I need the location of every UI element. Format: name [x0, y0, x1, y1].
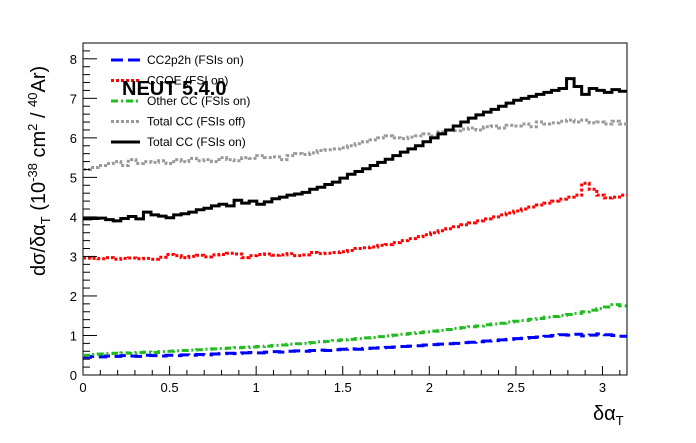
series-line-3: [83, 303, 627, 357]
x-tick-label: 3: [599, 380, 606, 395]
legend-label-5: Total CC (FSIs on): [147, 135, 246, 149]
y-axis-title-sup: 40: [25, 92, 40, 106]
series-line-1: [83, 332, 627, 359]
y-tick-label: 2: [70, 289, 77, 304]
y-axis-title-sup: -38: [25, 163, 40, 182]
legend: CC2p2h (FSIs on) CCQE (FSI on) Other CC (F…: [111, 53, 250, 149]
y-axis-title-part: /: [28, 107, 50, 124]
y-tick-label: 0: [70, 368, 77, 383]
y-axis-title-part: cm: [28, 131, 50, 163]
y-tick-label: 1: [70, 328, 77, 343]
legend-label-1: CC2p2h (FSIs on): [147, 53, 244, 67]
x-tick-label: 2.5: [507, 380, 525, 395]
y-tick-label: 8: [70, 52, 77, 67]
watermark-label: NEUT 5.4.0: [122, 78, 226, 100]
y-axis-title-part: (10: [28, 182, 50, 216]
legend-label-4: Total CC (FSIs off): [147, 115, 245, 129]
x-tick-label: 0.5: [161, 380, 179, 395]
y-axis-title-sup: 2: [25, 124, 40, 131]
y-tick-label: 3: [70, 249, 77, 264]
y-axis-title-part: dσ/δα: [28, 224, 50, 276]
y-tick-label: 6: [70, 131, 77, 146]
series-line-5: [83, 77, 627, 223]
legend-label-3: Other CC (FSIs on): [147, 94, 250, 108]
y-tick-label: 5: [70, 170, 77, 185]
x-axis-title-main: δα: [593, 403, 616, 425]
series-line-4: [83, 118, 627, 171]
y-axis-title: dσ/δαT (10-38 cm2 / 40Ar): [25, 66, 53, 276]
y-tick-label: 7: [70, 91, 77, 106]
x-tick-label: 0: [79, 380, 86, 395]
axis-layer: 0 0.5 1 1.5 2 2.5 3 0 1 2 3 4 5 6 7 8: [70, 50, 621, 395]
series-layer: [83, 77, 627, 359]
legend-label-2: CCQE (FSI on): [147, 74, 228, 88]
y-tick-label: 4: [70, 210, 77, 225]
x-tick-label: 1: [253, 380, 260, 395]
x-tick-label: 2: [426, 380, 433, 395]
y-axis-title-part: Ar): [28, 66, 50, 93]
series-line-2: [83, 181, 627, 261]
y-axis-title-sub: T: [38, 216, 53, 224]
x-axis-title: δαT: [593, 403, 624, 428]
x-tick-label: 1.5: [334, 380, 352, 395]
x-axis-title-sub: T: [616, 413, 624, 428]
